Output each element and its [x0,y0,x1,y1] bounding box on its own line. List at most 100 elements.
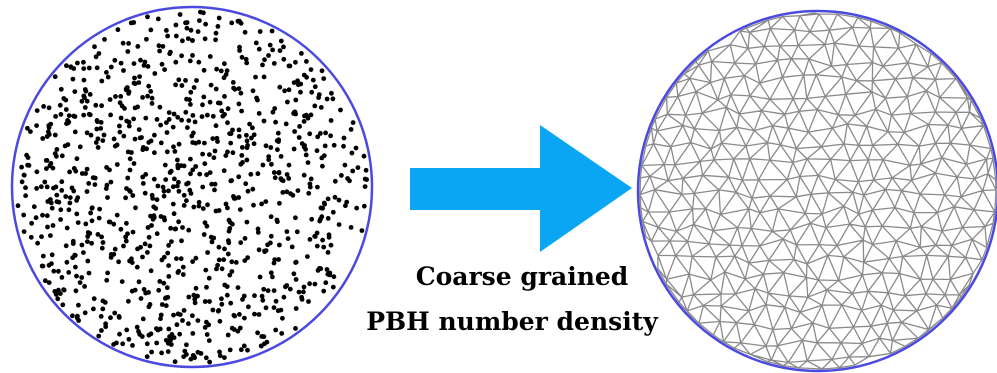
pbh-point [295,188,301,194]
pbh-point [222,282,228,288]
pbh-point [126,41,131,46]
pbh-point [164,120,169,125]
pbh-point [268,270,274,276]
pbh-point [323,130,328,136]
pbh-point [63,97,69,103]
pbh-point [179,83,185,88]
pbh-point [200,102,205,108]
pbh-point [265,288,271,294]
pbh-point [85,239,90,245]
pbh-point [203,267,209,273]
pbh-point [243,56,249,62]
pbh-point [158,316,163,322]
pbh-point [276,257,281,262]
pbh-point [176,188,182,194]
pbh-point [238,161,244,167]
pbh-point [284,189,290,195]
pbh-point [190,331,196,336]
pbh-point [246,304,251,310]
pbh-point [104,70,109,75]
pbh-point [186,227,192,233]
right-boundary-circle [636,9,997,373]
pbh-point [44,184,50,190]
pbh-point [121,243,126,249]
pbh-point [293,97,299,103]
pbh-point [273,298,279,304]
pbh-point [176,179,181,185]
pbh-point [209,181,215,187]
pbh-point [278,38,284,44]
pbh-point [299,294,304,300]
pbh-point [63,194,69,199]
pbh-point [235,285,241,290]
pbh-point [255,171,261,177]
pbh-point [124,327,130,333]
pbh-point [75,313,80,319]
pbh-point [279,331,285,336]
pbh-point [345,176,350,181]
pbh-point [242,258,248,263]
pbh-point [41,104,46,109]
pbh-point [151,213,157,219]
pbh-point [256,312,262,317]
pbh-point [180,264,186,270]
pbh-point [350,120,356,125]
pbh-point [266,53,271,58]
pbh-point [103,324,109,330]
pbh-point [130,343,135,348]
pbh-point [91,296,97,302]
pbh-point [146,140,152,145]
pbh-point [270,47,275,53]
pbh-point [192,119,198,125]
pbh-point [181,192,187,198]
pbh-point [54,147,60,152]
pbh-point [211,155,217,161]
pbh-point [301,144,307,150]
pbh-point [75,195,81,201]
pbh-point [138,57,143,63]
pbh-point [182,348,188,354]
pbh-point [292,129,297,134]
pbh-point [271,61,277,66]
pbh-point [74,211,80,217]
pbh-point [123,238,129,244]
pbh-point [79,275,85,280]
pbh-point [93,54,99,60]
pbh-point [314,148,320,154]
pbh-point [82,310,88,316]
pbh-point [348,126,354,132]
pbh-point [51,268,57,274]
pbh-point [190,313,195,319]
pbh-point [167,334,173,339]
pbh-point [159,61,165,67]
pbh-point [74,156,80,162]
pbh-point [125,298,131,304]
pbh-point [94,126,100,132]
pbh-point [208,82,214,88]
pbh-point [66,270,72,275]
pbh-point [315,134,321,140]
pbh-point [213,30,219,36]
pbh-point [96,51,102,56]
pbh-point [249,135,254,141]
pbh-point [15,203,21,209]
pbh-point [33,215,39,221]
pbh-point [207,170,213,176]
pbh-point [200,184,206,190]
pbh-point [194,78,199,83]
pbh-point [287,286,293,292]
pbh-point [299,51,304,56]
pbh-point [105,74,111,80]
pbh-point [344,199,350,205]
pbh-point [154,197,160,203]
pbh-point [272,257,278,262]
pbh-point [120,341,126,347]
pbh-point [152,71,158,76]
pbh-point [217,318,223,324]
pbh-point [228,300,234,306]
pbh-point [285,99,290,105]
pbh-point [81,77,87,83]
pbh-point [144,354,150,360]
pbh-point [146,234,152,240]
pbh-point [140,316,146,322]
